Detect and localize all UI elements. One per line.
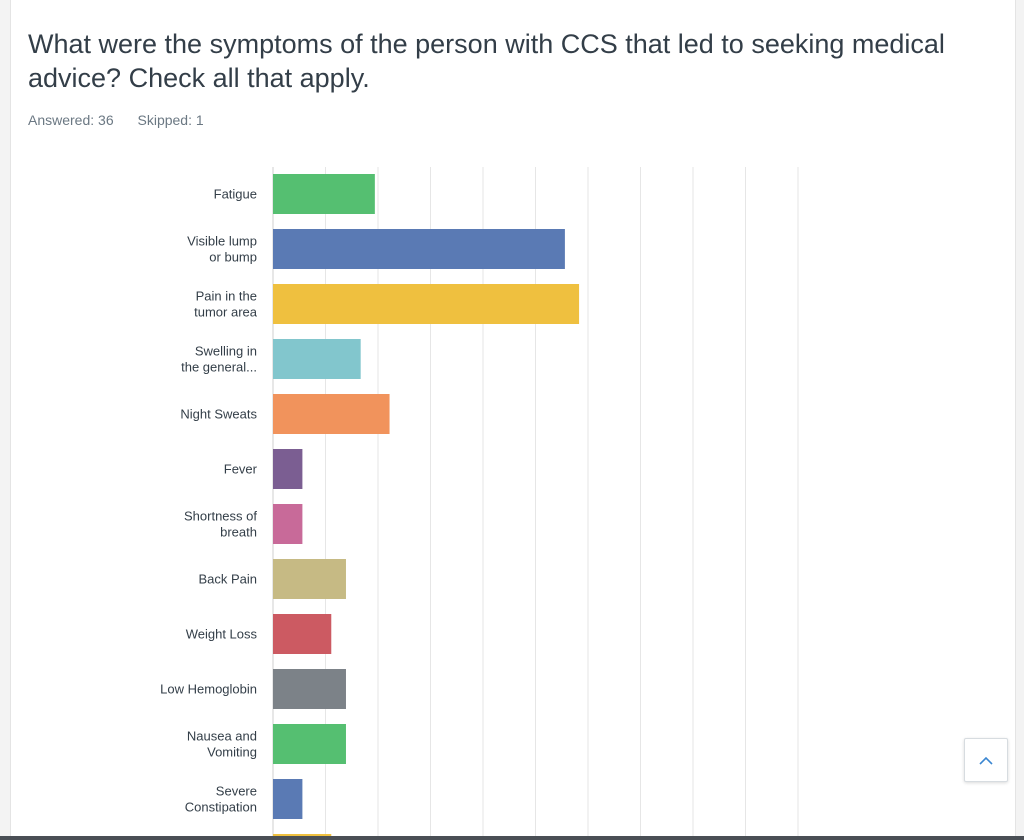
category-label-line: Swelling in <box>195 344 257 359</box>
category-label: Back Pain <box>198 572 257 587</box>
bar[interactable] <box>273 724 346 764</box>
category-label-line: Pain in the <box>196 289 257 304</box>
category-label: Severe Constipation <box>185 784 257 815</box>
bar[interactable] <box>273 669 346 709</box>
answered-count: Answered: 36 <box>28 112 114 128</box>
bar[interactable] <box>273 284 580 324</box>
category-label: Nausea and Vomiting <box>187 729 257 760</box>
bar[interactable] <box>273 339 361 379</box>
category-label-line: breath <box>220 525 257 540</box>
question-title: What were the symptoms of the person wit… <box>28 29 945 93</box>
category-label: Fatigue <box>214 187 257 202</box>
category-label: Fever <box>224 462 258 477</box>
bar[interactable] <box>273 229 565 269</box>
skipped-count: Skipped: 1 <box>137 112 204 128</box>
chevron-up-icon <box>979 756 993 765</box>
bar[interactable] <box>273 779 303 819</box>
bar[interactable] <box>273 559 346 599</box>
category-label-line: Back Pain <box>198 572 257 587</box>
category-label-line: Constipation <box>185 800 257 815</box>
category-label: Weight Loss <box>186 627 258 642</box>
category-label: Swelling in the general... <box>181 344 257 375</box>
category-label-line: Visible lump <box>187 234 257 249</box>
category-label: Shortness of breath <box>184 509 257 540</box>
category-label-line: Fatigue <box>214 187 257 202</box>
category-label: Low Hemoglobin <box>160 682 257 697</box>
bar[interactable] <box>273 614 332 654</box>
category-label-line: Low Hemoglobin <box>160 682 257 697</box>
bar[interactable] <box>273 504 303 544</box>
category-label: Pain in the tumor area <box>194 289 258 320</box>
bar-chart: Fatigue Visible lump or bump Pain in the tum… <box>160 167 799 840</box>
category-label-line: the general... <box>181 360 257 375</box>
bar[interactable] <box>273 394 390 434</box>
category-label: Visible lump or bump <box>187 234 257 265</box>
bottom-edge-bar <box>0 836 1024 840</box>
category-label-line: Severe <box>216 784 257 799</box>
bar[interactable] <box>273 449 303 489</box>
category-label-line: Nausea and <box>187 729 257 744</box>
category-label-line: or bump <box>209 250 257 265</box>
category-label-line: Vomiting <box>207 745 257 760</box>
bar[interactable] <box>273 174 375 214</box>
category-label: Night Sweats <box>180 407 257 422</box>
category-label-line: Shortness of <box>184 509 257 524</box>
category-label-line: Fever <box>224 462 258 477</box>
scroll-to-top-button[interactable] <box>964 738 1008 782</box>
category-label-line: Weight Loss <box>186 627 258 642</box>
response-stats: Answered: 36 Skipped: 1 <box>28 112 224 128</box>
category-label-line: tumor area <box>194 305 258 320</box>
category-label-line: Night Sweats <box>180 407 257 422</box>
question-card: What were the symptoms of the person wit… <box>10 0 1016 840</box>
